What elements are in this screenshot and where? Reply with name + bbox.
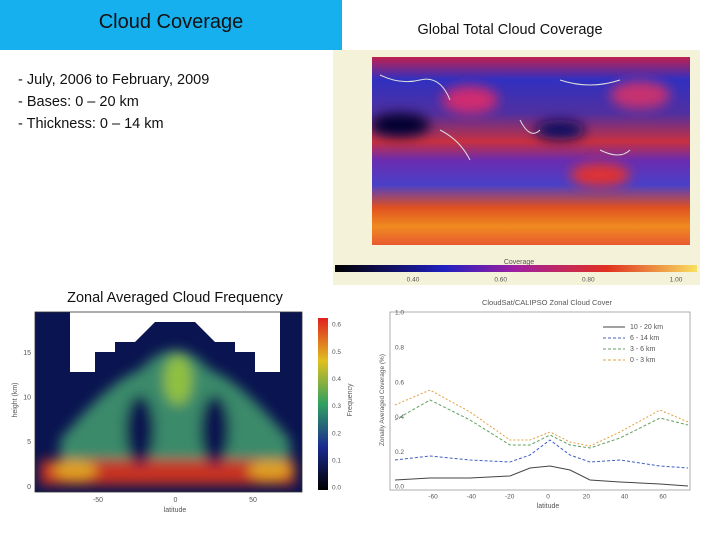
map-colorbar-tick: 0.40 — [407, 277, 420, 284]
lineplot-title: CloudSat/CALIPSO Zonal Cloud Cover — [482, 298, 613, 307]
bullet: - Thickness: 0 – 14 km — [18, 116, 164, 132]
heatmap-x-tick: -50 — [93, 497, 103, 504]
lineplot-x-tick: 0 — [546, 494, 550, 501]
heatmap-colorbar-tick: 0.1 — [332, 458, 341, 465]
lineplot-y-tick: 1.0 — [395, 310, 404, 317]
lineplot-x-tick: 20 — [583, 494, 591, 501]
heatmap-colorbar-tick: 0.3 — [332, 403, 341, 410]
lineplot-x-tick: -20 — [505, 494, 515, 501]
lineplot-x-tick: -40 — [467, 494, 477, 501]
heatmap-y-label: height (km) — [12, 382, 19, 417]
heatmap-image — [35, 312, 302, 492]
heatmap-x-tick: 0 — [174, 497, 178, 504]
lineplot-y-tick: 0.8 — [395, 345, 404, 352]
lineplot-image — [394, 389, 689, 487]
heatmap-colorbar-tick: 0.4 — [332, 376, 341, 383]
map-image — [372, 57, 690, 245]
lineplot-x-label: latitude — [537, 503, 560, 510]
bullet: - July, 2006 to February, 2009 — [18, 72, 210, 88]
lineplot-y-tick: 0.4 — [395, 414, 404, 421]
zonal-title: Zonal Averaged Cloud Frequency — [67, 290, 283, 306]
legend-label: 10 - 20 km — [630, 324, 663, 331]
slide-title: Cloud Coverage — [98, 11, 244, 33]
map-colorbar-tick: 1.00 — [670, 277, 683, 284]
title-banner — [0, 0, 342, 50]
heatmap-colorbar-tick: 0.2 — [332, 430, 341, 437]
map-colorbar-tick: 0.80 — [582, 277, 595, 284]
heatmap-colorbar-label: Frequency — [347, 383, 354, 417]
map-colorbar-tick: 0.60 — [494, 277, 507, 284]
map-title: Global Total Cloud Coverage — [417, 22, 603, 38]
lineplot-frame — [370, 298, 700, 512]
legend-label: 3 - 6 km — [630, 346, 655, 353]
heatmap-y-tick: 5 — [27, 439, 31, 446]
lineplot-y-label: Zonally Averaged Coverage (%) — [379, 354, 386, 446]
lineplot-y-tick: 0.0 — [395, 484, 404, 491]
heatmap-colorbar-tick: 0.5 — [332, 349, 341, 356]
lineplot-y-tick: 0.6 — [395, 379, 404, 386]
heatmap-x-label: latitude — [164, 507, 187, 514]
legend-label: 0 - 3 km — [630, 357, 655, 364]
lineplot-y-tick: 0.2 — [395, 449, 404, 456]
heatmap-colorbar — [318, 318, 328, 490]
heatmap-y-tick: 10 — [23, 395, 31, 402]
heatmap-colorbar-tick: 0.6 — [332, 322, 341, 329]
heatmap-y-tick: 0 — [27, 484, 31, 491]
lineplot-x-tick: 40 — [621, 494, 629, 501]
heatmap-x-tick: 50 — [249, 497, 257, 504]
lineplot-x-tick: -60 — [428, 494, 438, 501]
legend-label: 6 - 14 km — [630, 335, 659, 342]
bullet: - Bases: 0 – 20 km — [18, 94, 139, 110]
lineplot-x-tick: 60 — [659, 494, 667, 501]
map-colorbar — [335, 265, 697, 272]
map-colorbar-label: Coverage — [504, 259, 534, 266]
lineplot-axes — [389, 311, 691, 491]
heatmap-y-tick: 15 — [23, 350, 31, 357]
heatmap-colorbar-tick: 0.0 — [332, 485, 341, 492]
